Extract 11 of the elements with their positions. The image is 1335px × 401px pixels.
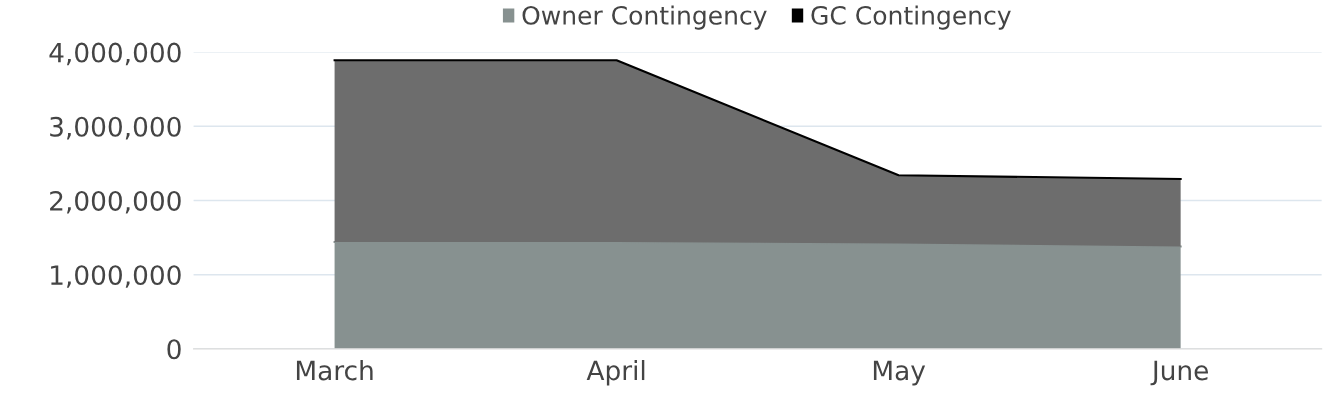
legend-label: Owner Contingency xyxy=(522,5,767,30)
y-tick-label: 0 xyxy=(167,339,181,360)
y-tick-label: 1,000,000 xyxy=(51,265,181,288)
x-tick-label: May xyxy=(873,360,926,386)
x-tick-label: April xyxy=(586,359,645,386)
legend-label: GC Contingency xyxy=(811,5,1011,30)
x-tick-label: March xyxy=(296,359,373,381)
y-tick-label: 4,000,000 xyxy=(49,42,181,66)
x-tick-label: June xyxy=(1150,360,1208,386)
y-tick-label: 3,000,000 xyxy=(50,116,181,140)
y-tick-label: 2,000,000 xyxy=(50,190,181,214)
